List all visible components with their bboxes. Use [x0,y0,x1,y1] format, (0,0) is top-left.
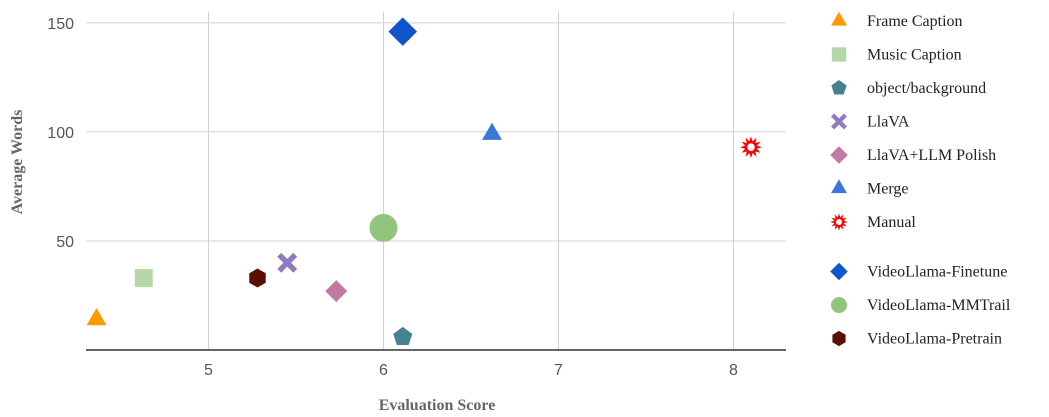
data-point [277,252,298,273]
grid-lines [86,12,786,351]
x-tick-label: 8 [729,362,738,379]
y-tick-label: 100 [47,125,74,142]
legend-marker [830,213,848,231]
legend-label: Music Caption [867,47,962,64]
legend-marker [831,179,847,194]
legend-item: VideoLlama-MMTrail [831,297,1011,314]
legend-label: Frame Caption [867,13,963,30]
x-tick-label: 7 [554,362,563,379]
data-point [482,122,502,140]
legend-marker [832,330,846,347]
legend-marker [830,146,848,164]
legend-label: Manual [867,214,916,231]
legend-marker [831,80,847,95]
data-point [249,268,266,288]
legend-label: LlaVA [867,114,910,131]
legend-item: Music Caption [831,47,962,64]
legend-marker [831,297,847,313]
data-points [86,17,762,346]
y-tick-labels: 50 100 150 [47,16,74,251]
y-tick-label: 150 [47,16,74,33]
legend-item: Manual [830,213,916,231]
legend-item: Frame Caption [831,11,963,30]
legend-marker [831,11,847,26]
legend-item: VideoLlama-Pretrain [832,331,1002,348]
legend-marker [831,47,847,62]
legend-label: LlaVA+LLM Polish [867,147,996,164]
data-point [369,213,398,242]
legend-item: LlaVA+LLM Polish [830,146,996,164]
legend-label: object/background [867,80,986,97]
data-point [393,326,413,346]
legend-item: Merge [831,179,908,198]
data-point [86,307,107,326]
legend-item: LlaVA [831,113,910,131]
legend-label: Merge [867,181,908,198]
x-tick-label: 5 [204,362,213,379]
legend-marker [831,113,847,130]
x-tick-label: 6 [379,362,388,379]
y-tick-label: 50 [56,234,74,251]
legend: Frame Caption Music Caption object/backgro… [830,11,1011,348]
y-axis-title: Average Words [9,110,26,215]
data-point [740,136,762,159]
x-tick-labels: 5 6 7 8 [204,362,738,379]
data-point [134,269,153,288]
legend-label: VideoLlama-Pretrain [867,331,1002,348]
legend-item: object/background [831,80,986,97]
legend-marker [830,262,848,281]
legend-item: VideoLlama-Finetune [830,262,1007,281]
legend-label: VideoLlama-MMTrail [867,297,1011,314]
x-axis-title: Evaluation Score [379,397,496,414]
data-point [325,280,348,303]
legend-label: VideoLlama-Finetune [867,264,1007,281]
data-point [388,17,418,46]
